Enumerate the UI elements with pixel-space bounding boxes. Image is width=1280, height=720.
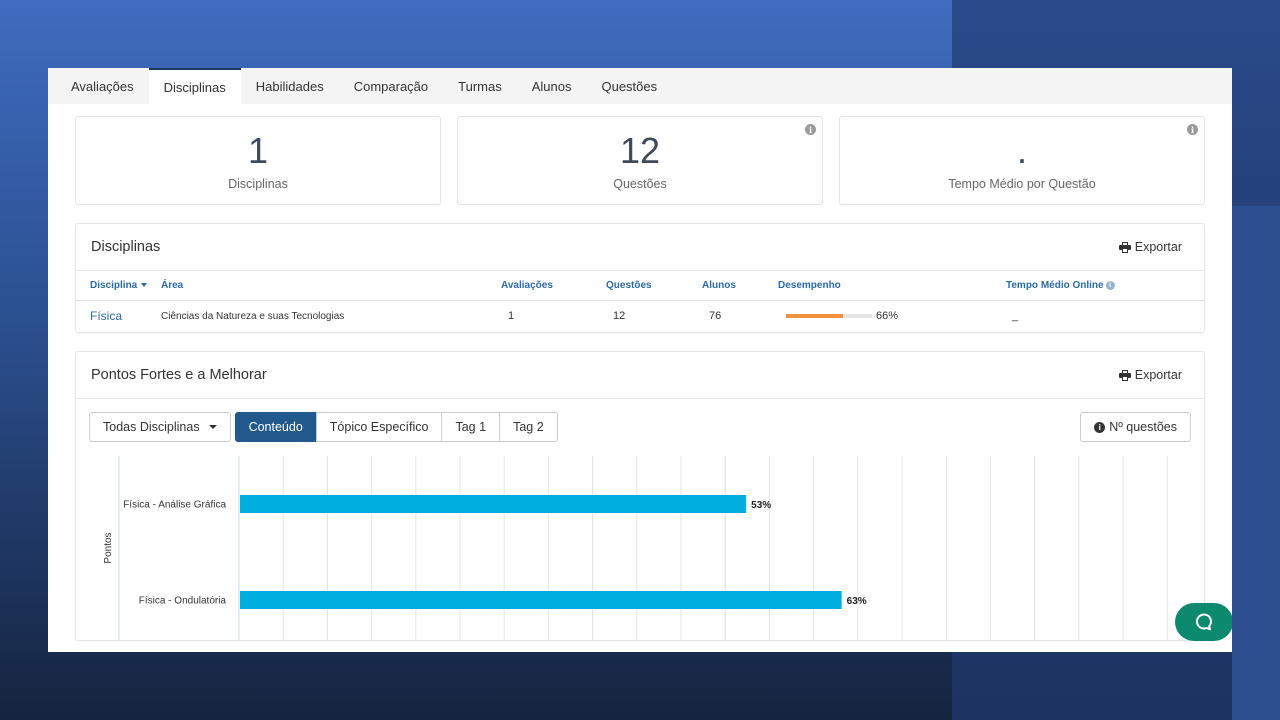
export-button[interactable]: Exportar: [1118, 368, 1182, 382]
tab-questoes[interactable]: Questões: [601, 78, 658, 94]
tab-turmas[interactable]: Turmas: [458, 78, 502, 94]
category-label: Física - Análise Gráfica: [123, 500, 226, 511]
card-tempo-medio: i . Tempo Médio por Questão: [839, 116, 1205, 205]
disciplinas-table: Disciplina Área Avaliações Questões Alun…: [76, 271, 1204, 332]
questoes-cell: 12: [613, 310, 626, 323]
chat-bubble-icon: [1196, 613, 1212, 631]
tab-alunos[interactable]: Alunos: [531, 78, 572, 94]
card-disciplinas: 1 Disciplinas: [75, 116, 441, 205]
panel-title: Disciplinas: [91, 239, 161, 255]
filter-button-group: Conteúdo Tópico Específico Tag 1 Tag 2: [234, 412, 558, 442]
table-header-row: Disciplina Área Avaliações Questões Alun…: [76, 271, 1204, 301]
category-label: Física - Ondulatória: [139, 596, 227, 607]
tempo-cell: _: [1012, 310, 1019, 323]
card-label: Questões: [613, 176, 667, 191]
performance-bar: [786, 314, 872, 319]
filter-bar: Todas Disciplinas Conteúdo Tópico Especí…: [76, 399, 1204, 442]
panel-title: Pontos Fortes e a Melhorar: [91, 367, 267, 383]
bar-chart: Pontos Física - Análise Gráfica 53% Física …: [103, 456, 1168, 640]
chat-button[interactable]: [1175, 603, 1232, 641]
col-header-tempo[interactable]: Tempo Médio Online i: [1006, 271, 1204, 301]
summary-cards: 1 Disciplinas i 12 Questões i . Tempo Mé…: [75, 116, 1205, 205]
pontos-chart: Pontos Física - Análise Gráfica 53% Física …: [76, 450, 1204, 640]
main-content: 1 Disciplinas i 12 Questões i . Tempo Mé…: [48, 104, 1232, 641]
tab-avaliacoes[interactable]: Avaliações: [71, 78, 134, 94]
info-icon[interactable]: i: [1187, 124, 1198, 135]
area-cell: Ciências da Natureza e suas Tecnologias: [161, 310, 345, 322]
num-questoes-button[interactable]: i Nº questões: [1080, 412, 1191, 442]
export-label: Exportar: [1134, 368, 1182, 382]
export-button[interactable]: Exportar: [1118, 240, 1182, 254]
tab-disciplinas[interactable]: Disciplinas: [148, 68, 241, 104]
panel-header: Pontos Fortes e a Melhorar Exportar: [76, 352, 1204, 399]
card-value: 12: [619, 129, 661, 171]
disciplinas-panel: Disciplinas Exportar Disciplina Área Ava…: [75, 223, 1205, 333]
card-label: Disciplinas: [228, 176, 288, 191]
info-icon: i: [1094, 421, 1106, 433]
chevron-down-icon: [208, 425, 217, 429]
disciplina-link[interactable]: Física: [90, 309, 123, 324]
col-header-questoes[interactable]: Questões: [606, 271, 702, 301]
tab-habilidades[interactable]: Habilidades: [255, 78, 324, 94]
sort-caret-icon: [141, 283, 148, 288]
col-header-desempenho[interactable]: Desempenho: [778, 271, 1006, 301]
card-questoes: i 12 Questões: [457, 116, 823, 205]
col-header-area[interactable]: Área: [161, 271, 501, 301]
col-header-disciplina[interactable]: Disciplina: [76, 271, 161, 301]
disciplinas-dropdown[interactable]: Todas Disciplinas: [89, 412, 231, 442]
table-row: Física Ciências da Natureza e suas Tecno…: [76, 300, 1204, 332]
pontos-panel: Pontos Fortes e a Melhorar Exportar Toda…: [75, 351, 1205, 641]
bar: [240, 495, 747, 513]
info-icon[interactable]: i: [805, 124, 816, 135]
filter-topico-button[interactable]: Tópico Específico: [315, 412, 443, 442]
card-value: 1: [247, 129, 269, 171]
filter-tag1-button[interactable]: Tag 1: [441, 412, 501, 442]
data-label: 53%: [751, 500, 771, 511]
background-right-strip: [1232, 206, 1280, 720]
alunos-cell: 76: [709, 310, 722, 323]
card-label: Tempo Médio por Questão: [948, 176, 1096, 191]
col-header-avaliacoes[interactable]: Avaliações: [501, 271, 606, 301]
panel-header: Disciplinas Exportar: [76, 224, 1204, 271]
tab-comparacao[interactable]: Comparação: [353, 78, 429, 94]
filter-conteudo-button[interactable]: Conteúdo: [234, 412, 317, 442]
app-window: Avaliações Disciplinas Habilidades Compa…: [48, 68, 1232, 652]
col-header-alunos[interactable]: Alunos: [702, 271, 778, 301]
printer-icon: [1118, 369, 1131, 381]
performance-bar-fill: [786, 314, 843, 319]
info-icon[interactable]: i: [1105, 280, 1115, 290]
data-label: 63%: [847, 596, 867, 607]
desempenho-cell: 66%: [778, 300, 1006, 332]
performance-value: 66%: [876, 310, 899, 323]
tab-bar: Avaliações Disciplinas Habilidades Compa…: [48, 68, 1232, 104]
card-value: .: [1016, 129, 1027, 171]
printer-icon: [1118, 241, 1131, 253]
bar: [240, 591, 842, 609]
filter-tag2-button[interactable]: Tag 2: [499, 412, 558, 442]
export-label: Exportar: [1134, 240, 1182, 254]
y-axis-label: Pontos: [103, 532, 114, 563]
avaliacoes-cell: 1: [508, 310, 515, 323]
